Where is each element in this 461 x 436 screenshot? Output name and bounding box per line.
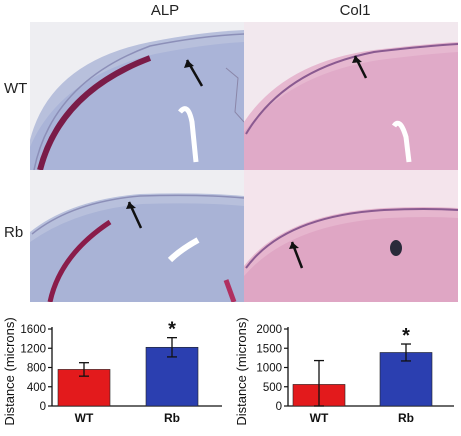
row-label-wt: WT bbox=[4, 80, 28, 97]
row-label-rb: Rb bbox=[4, 224, 24, 241]
histology-panel-alp-wt bbox=[30, 22, 244, 170]
chart-alp-svg: Distance (microns) 0 400 800 1200 1600 WT * Rb bbox=[2, 317, 222, 426]
chart-1-ytick-label-3: 1500 bbox=[256, 343, 282, 355]
chart-0-ylabel: Distance (microns) bbox=[2, 317, 17, 425]
chart-col1-svg: Distance (microns) 0 500 1000 1500 2000 WT * Rb bbox=[234, 317, 454, 426]
column-title-col1: Col1 bbox=[339, 2, 371, 19]
histology-panel-col1-rb bbox=[244, 170, 458, 302]
chart-0-ytick-label-3: 1200 bbox=[20, 343, 46, 355]
chart-1-significance-1: * bbox=[402, 325, 410, 347]
chart-1-ytick-label-4: 2000 bbox=[256, 324, 282, 336]
chart-col1: Distance (microns) 0 500 1000 1500 2000 WT * Rb bbox=[232, 304, 461, 431]
chart-alp: Distance (microns) 0 400 800 1200 1600 WT * Rb bbox=[0, 304, 230, 431]
chart-0-ytick-label-0: 0 bbox=[40, 401, 46, 413]
chart-1-category-wt: WT bbox=[310, 411, 329, 425]
chart-0-category-wt: WT bbox=[75, 411, 94, 425]
histology-panel-col1-wt bbox=[244, 22, 458, 170]
chart-1-ytick-label-2: 1000 bbox=[256, 363, 282, 375]
chart-1-ylabel: Distance (microns) bbox=[234, 317, 249, 425]
chart-0-ytick-label-2: 800 bbox=[27, 363, 46, 375]
histology-panel-alp-rb bbox=[30, 170, 244, 302]
chart-1-ytick-label-1: 500 bbox=[263, 382, 282, 394]
chart-1-category-rb: Rb bbox=[398, 411, 414, 425]
chart-0-ytick-label-1: 400 bbox=[27, 382, 46, 394]
chart-0-significance-1: * bbox=[168, 319, 176, 341]
column-title-alp: ALP bbox=[150, 2, 180, 19]
chart-1-ytick-label-0: 0 bbox=[276, 401, 282, 413]
chart-0-category-rb: Rb bbox=[164, 411, 180, 425]
chart-0-ytick-label-4: 1600 bbox=[20, 324, 46, 336]
